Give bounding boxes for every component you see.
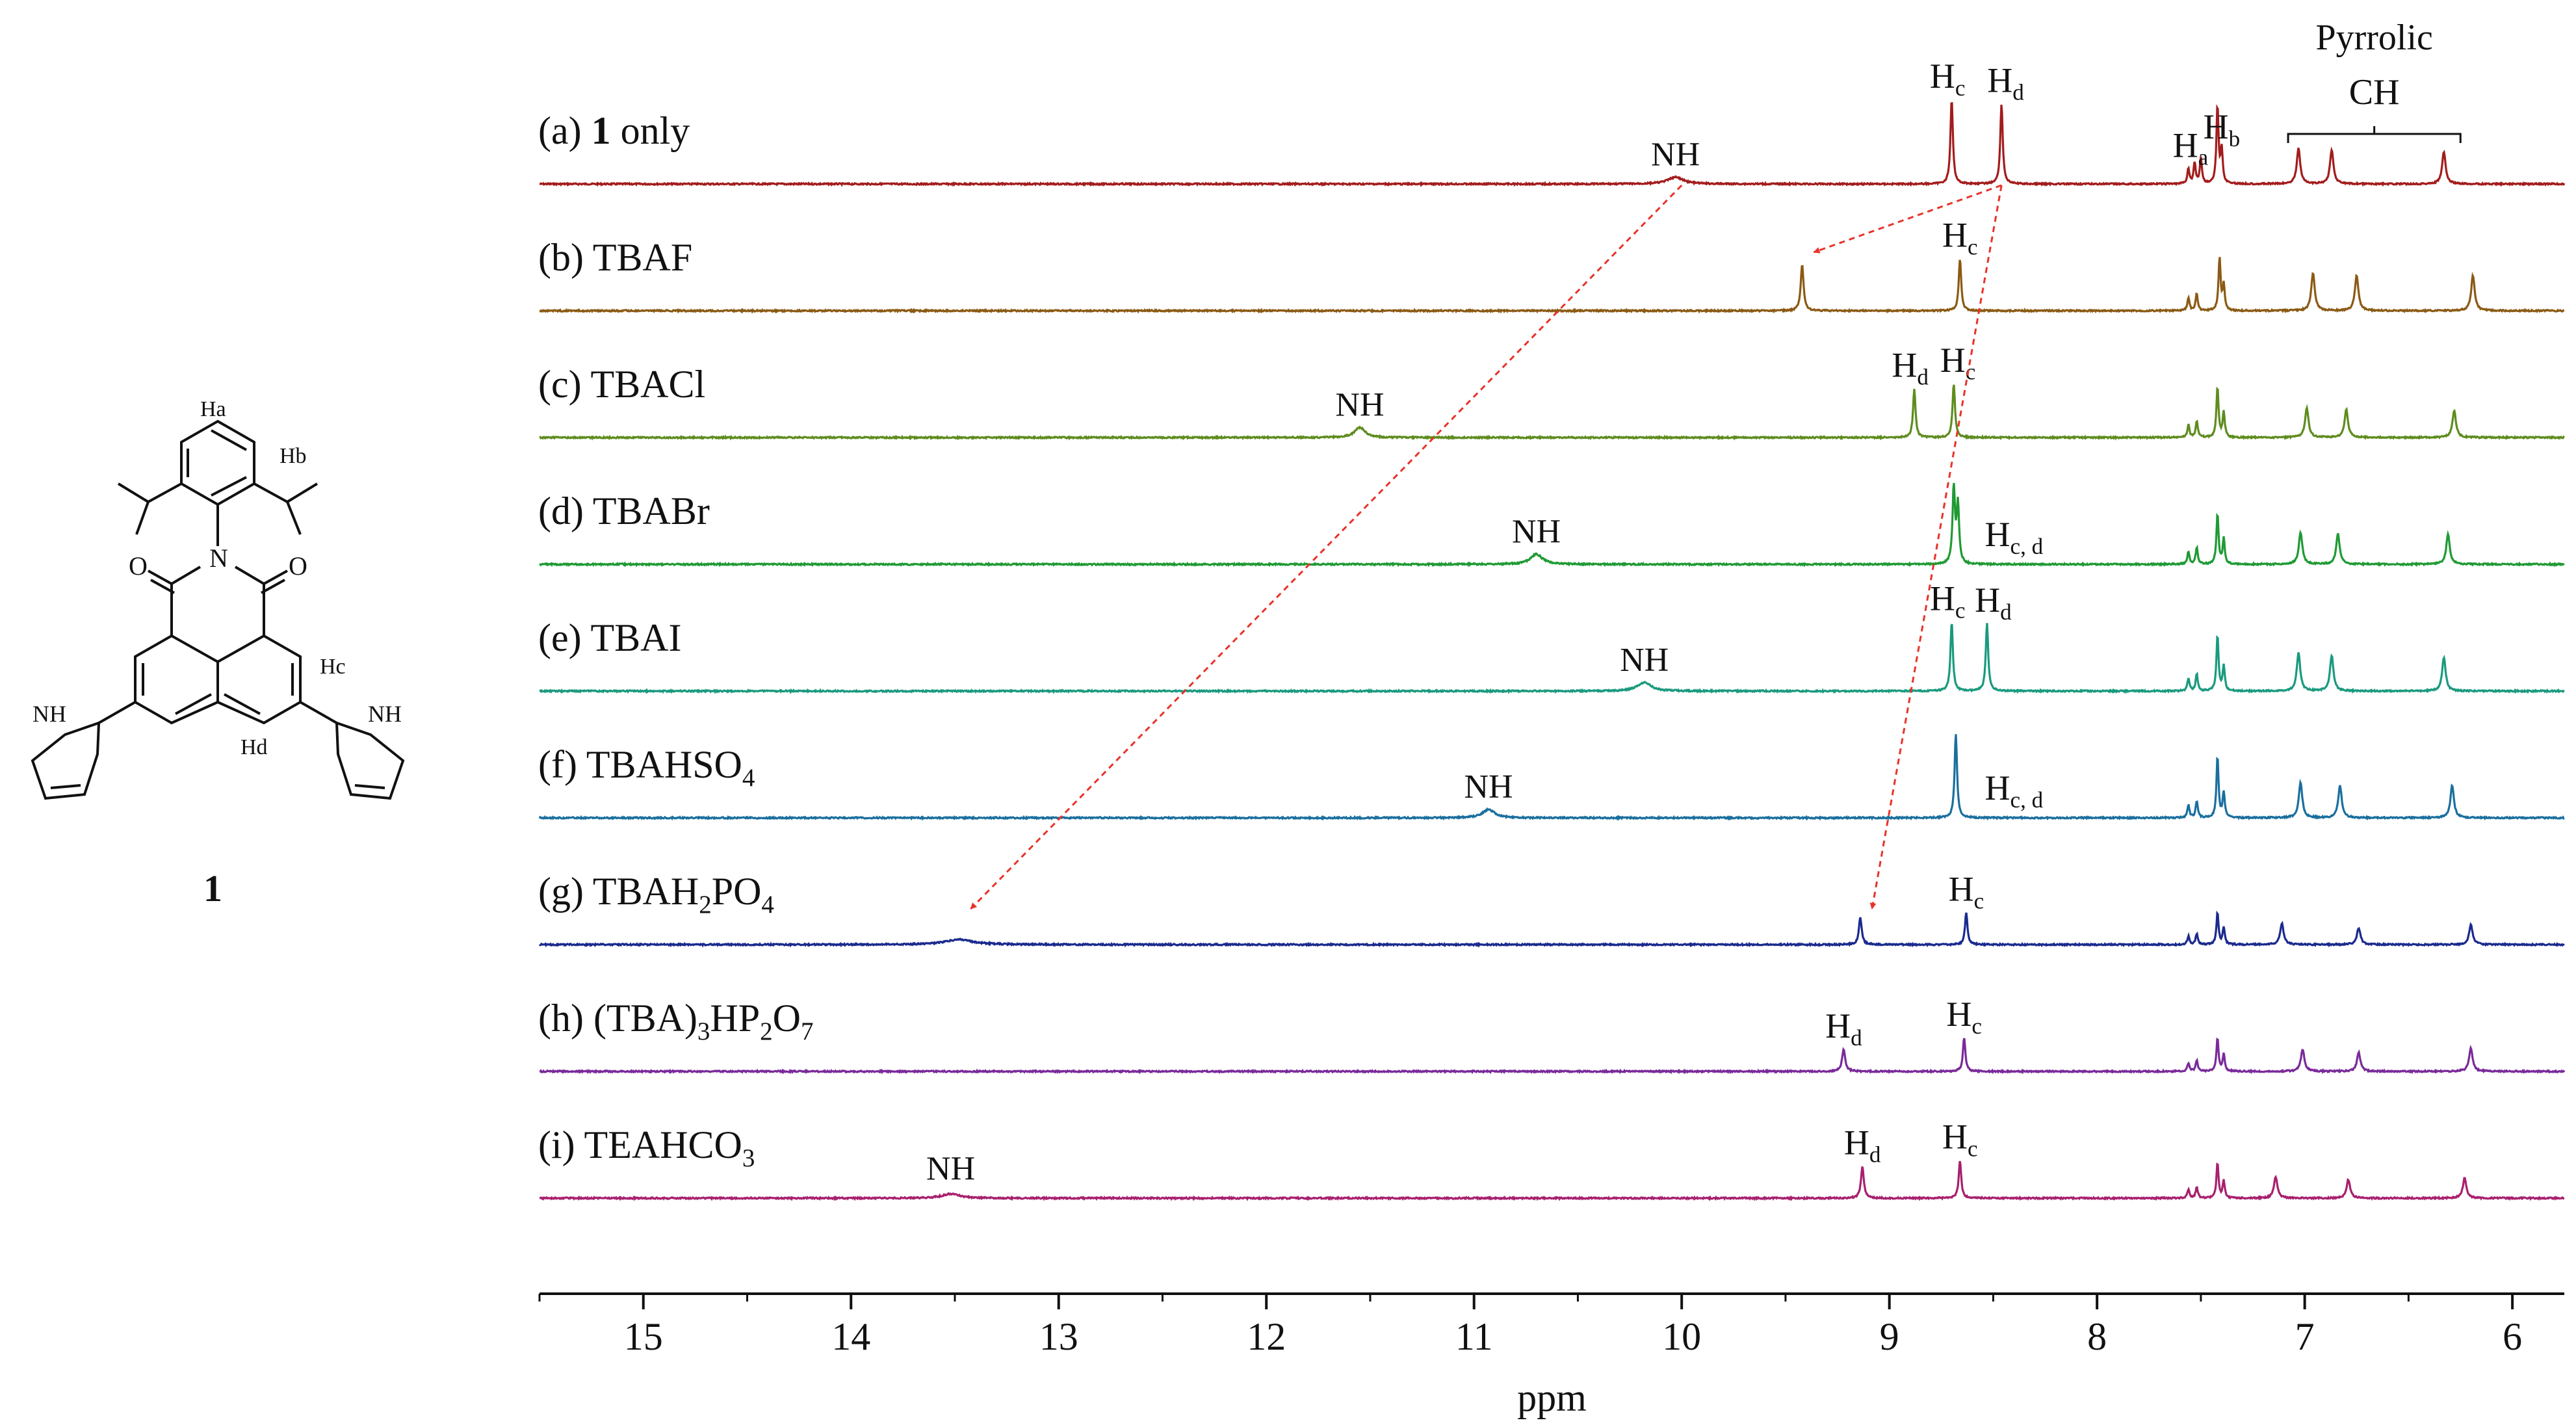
spectrum-trace-i: [539, 1160, 2565, 1201]
peak-label-i-1: Hd: [1844, 1123, 1881, 1168]
structure-labels: Ha Hb Hc Hd N O O NH NH 1: [33, 397, 402, 910]
x-tick-label-11: 11: [1455, 1315, 1493, 1358]
label-Hc: Hc: [320, 655, 346, 679]
spectrum-f: (f) TBAHSO4 NH Hc, d: [538, 734, 2565, 821]
peak-label-f-0: NH: [1464, 768, 1513, 805]
label-N: N: [209, 543, 228, 573]
spectrum-e: (e) TBAI NH Hc Hd: [538, 579, 2565, 694]
peak-label-h-0: Hd: [1825, 1006, 1862, 1051]
pyrrolic-bracket: Pyrrolic CH: [2287, 18, 2462, 143]
peak-label-c-1: Hd: [1892, 346, 1929, 390]
peak-label-a-0: NH: [1651, 137, 1700, 174]
peak-label-f-1: Hc, d: [1985, 768, 2044, 813]
pyrrole-ring-left: [31, 721, 101, 800]
series-label-a: (a) 1 only: [538, 109, 690, 152]
series-label-e: (e) TBAI: [538, 616, 682, 659]
peak-label-c-0: NH: [1335, 386, 1384, 423]
peak-label-e-2: Hd: [1975, 581, 2012, 625]
spectrum-trace-f: [538, 734, 2565, 821]
series-label-g: (g) TBAH2PO4: [538, 870, 774, 919]
peak-label-e-0: NH: [1620, 642, 1669, 679]
spectrum-c: (c) TBACl NH Hd Hc: [538, 341, 2565, 441]
x-tick-label-9: 9: [1880, 1315, 1899, 1358]
label-NH-right: NH: [368, 701, 402, 727]
series-label-b: (b) TBAF: [538, 236, 692, 279]
spectrum-h: (h) (TBA)3HP2O7 Hd Hc: [538, 995, 2566, 1075]
peak-label-d-1: Hc, d: [1985, 515, 2044, 559]
peak-label-b-0: Hc: [1942, 215, 1978, 259]
peak-label-a-1: Hc: [1930, 57, 1966, 101]
spectrum-g: (g) TBAH2PO4 Hc: [538, 870, 2565, 948]
spectrum-trace-b: [539, 257, 2564, 314]
pyrrole-ring-right: [335, 721, 405, 800]
x-tick-label-6: 6: [2503, 1315, 2522, 1358]
label-NH-left: NH: [33, 701, 66, 727]
shift-arrow-0: [970, 184, 1683, 910]
label-O-left: O: [129, 551, 148, 581]
series-label-i: (i) TEAHCO3: [538, 1123, 755, 1172]
series-label-d: (d) TBABr: [538, 490, 710, 532]
spectrum-trace-e: [539, 623, 2565, 694]
peak-label-e-1: Hc: [1930, 579, 1966, 623]
label-Ha: Ha: [200, 397, 226, 421]
peak-label-i-0: NH: [926, 1151, 975, 1188]
x-tick-label-15: 15: [624, 1315, 663, 1358]
peak-label-h-1: Hc: [1946, 995, 1982, 1039]
peak-label-c-2: Hc: [1940, 341, 1976, 385]
spectrum-trace-g: [538, 910, 2565, 948]
peak-label-a-4: Hb: [2204, 107, 2241, 151]
spectrum-trace-d: [539, 482, 2565, 568]
peak-label-d-0: NH: [1512, 513, 1561, 550]
peak-label-i-2: Hc: [1942, 1118, 1978, 1162]
x-tick-label-10: 10: [1662, 1315, 1701, 1358]
peak-label-g-0: Hc: [1949, 870, 1984, 914]
x-axis: 15 14 13 12 11 10 9 8 7 6: [538, 1292, 2564, 1358]
peak-label-a-3: Ha: [2173, 126, 2209, 170]
series-label-f: (f) TBAHSO4: [538, 743, 755, 792]
series-label-c: (c) TBACl: [538, 363, 705, 406]
x-axis-label: ppm: [1517, 1376, 1587, 1419]
peak-label-a-2: Hd: [1987, 61, 2024, 105]
bracket-line: [2287, 133, 2462, 143]
spectrum-i: (i) TEAHCO3 NH Hd Hc: [538, 1118, 2565, 1201]
shift-arrows: [970, 184, 2003, 910]
shift-arrow-2: [1869, 185, 2003, 910]
spectrum-d: (d) TBABr NH Hc, d: [538, 482, 2565, 568]
spectrum-trace-a: [539, 101, 2566, 187]
label-Hb: Hb: [280, 444, 307, 468]
spectrum-b: (b) TBAF Hc: [538, 215, 2564, 314]
label-Hd: Hd: [241, 735, 268, 759]
bracket-label-line2: CH: [2349, 72, 2400, 112]
bracket-label-line1: Pyrrolic: [2315, 18, 2432, 58]
spectrum-trace-c: [539, 384, 2565, 441]
x-tick-label-13: 13: [1039, 1315, 1078, 1358]
molecule-structure: [31, 419, 405, 800]
compound-label: 1: [203, 867, 222, 910]
x-tick-label-12: 12: [1247, 1315, 1286, 1358]
label-O-right: O: [289, 551, 307, 581]
spectrum-trace-h: [539, 1037, 2566, 1075]
x-tick-label-7: 7: [2295, 1315, 2315, 1358]
shift-arrow-1: [1813, 184, 2002, 254]
x-tick-label-8: 8: [2087, 1315, 2107, 1358]
series-label-h: (h) (TBA)3HP2O7: [538, 997, 813, 1045]
x-tick-label-14: 14: [831, 1315, 870, 1358]
